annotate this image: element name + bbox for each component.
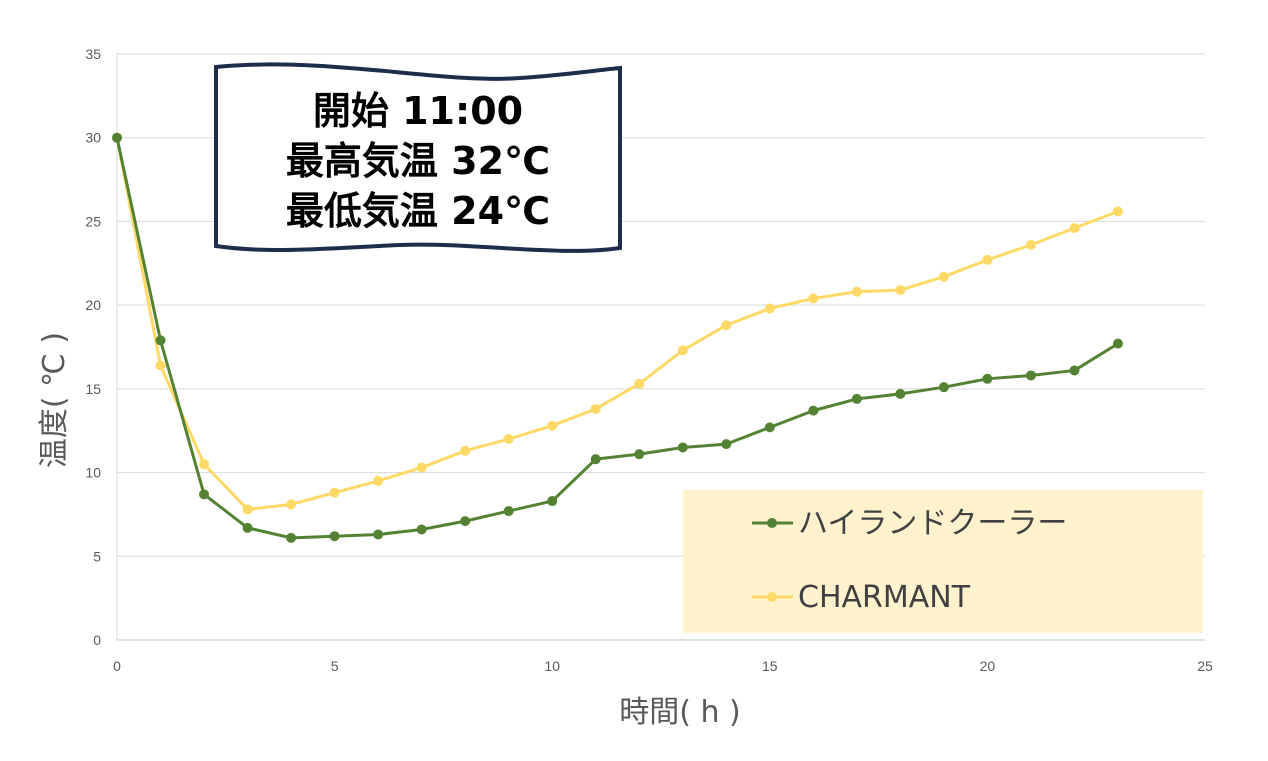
legend-label-charmant: CHARMANT <box>798 580 971 615</box>
data-point-charmant-23 <box>1112 206 1123 217</box>
info-line-start: 開始 11:00 <box>313 89 523 133</box>
data-point-highland-cooler-15 <box>764 422 775 433</box>
data-point-highland-cooler-17 <box>851 393 862 404</box>
x-tick-label-25: 25 <box>1197 658 1213 674</box>
series-highland-cooler <box>112 132 1123 543</box>
data-point-charmant-14 <box>721 320 732 331</box>
series-charmant <box>112 132 1123 515</box>
data-point-highland-cooler-21 <box>1025 370 1036 381</box>
y-tick-label-5: 5 <box>93 548 101 564</box>
data-point-charmant-12 <box>634 378 645 389</box>
data-point-highland-cooler-11 <box>590 454 601 465</box>
data-point-charmant-11 <box>590 403 601 414</box>
legend-swatch-marker-charmant <box>767 592 777 602</box>
data-point-charmant-17 <box>851 286 862 297</box>
info-box: 開始 11:00 最高気温 32℃ 最低気温 24℃ <box>214 62 622 253</box>
y-tick-label-20: 20 <box>85 297 101 313</box>
data-point-charmant-19 <box>938 271 949 282</box>
data-point-highland-cooler-5 <box>329 531 340 542</box>
data-point-highland-cooler-3 <box>242 522 253 533</box>
data-point-highland-cooler-6 <box>373 529 384 540</box>
data-point-charmant-6 <box>373 475 384 486</box>
data-point-charmant-7 <box>416 462 427 473</box>
data-point-charmant-10 <box>547 420 558 431</box>
series-line-highland-cooler <box>115 137 1119 540</box>
data-point-charmant-21 <box>1025 239 1036 250</box>
x-axis-label: 時間( h ) <box>619 695 741 730</box>
x-tick-label-0: 0 <box>113 658 121 674</box>
x-tick-label-15: 15 <box>762 658 778 674</box>
data-point-charmant-3 <box>242 504 253 515</box>
series-line-charmant <box>115 137 1119 511</box>
x-tick-label-10: 10 <box>544 658 560 674</box>
y-tick-label-10: 10 <box>85 465 101 481</box>
data-point-highland-cooler-2 <box>199 489 210 500</box>
legend-item-charmant: CHARMANT <box>752 580 971 615</box>
y-tick-label-15: 15 <box>85 381 101 397</box>
data-point-charmant-13 <box>677 345 688 356</box>
legend-label-highland-cooler: ハイランドクーラー <box>798 506 1067 541</box>
data-point-highland-cooler-8 <box>460 516 471 527</box>
info-line-max-temp: 最高気温 32℃ <box>286 139 550 183</box>
axes <box>116 54 1205 641</box>
data-point-highland-cooler-7 <box>416 524 427 535</box>
tick-labels: 0 5 10 15 20 25 30 35 0 5 10 15 20 25 <box>85 46 1213 674</box>
info-line-min-temp: 最低気温 24℃ <box>286 189 550 233</box>
data-point-charmant-4 <box>286 499 297 510</box>
data-point-charmant-16 <box>808 293 819 304</box>
data-point-charmant-20 <box>982 254 993 265</box>
legend: ハイランドクーラー CHARMANT <box>683 490 1203 633</box>
data-point-charmant-15 <box>764 303 775 314</box>
legend-background <box>683 490 1203 633</box>
y-tick-label-35: 35 <box>85 46 101 62</box>
x-tick-label-20: 20 <box>980 658 996 674</box>
data-point-charmant-18 <box>895 285 906 296</box>
data-point-highland-cooler-10 <box>547 496 558 507</box>
data-point-highland-cooler-14 <box>721 439 732 450</box>
y-tick-label-25: 25 <box>85 213 101 229</box>
x-tick-label-5: 5 <box>331 658 339 674</box>
legend-item-highland-cooler: ハイランドクーラー <box>752 506 1067 541</box>
info-box-banner <box>214 62 622 253</box>
data-point-charmant-2 <box>199 459 210 470</box>
data-point-highland-cooler-20 <box>982 373 993 384</box>
y-tick-label-30: 30 <box>85 130 101 146</box>
data-point-highland-cooler-23 <box>1112 338 1123 349</box>
data-point-charmant-5 <box>329 487 340 498</box>
data-point-highland-cooler-22 <box>1069 365 1080 376</box>
data-point-charmant-1 <box>155 360 166 371</box>
data-point-highland-cooler-18 <box>895 388 906 399</box>
data-point-charmant-22 <box>1069 223 1080 234</box>
data-point-highland-cooler-1 <box>155 335 166 346</box>
data-point-highland-cooler-9 <box>503 506 514 517</box>
data-point-charmant-9 <box>503 434 514 445</box>
legend-swatch-marker-highland-cooler <box>767 518 777 528</box>
data-point-highland-cooler-12 <box>634 449 645 460</box>
data-point-charmant-8 <box>460 445 471 456</box>
y-tick-label-0: 0 <box>93 632 101 648</box>
data-point-highland-cooler-16 <box>808 405 819 416</box>
y-axis-label: 温度( ℃ ) <box>37 332 72 468</box>
data-point-highland-cooler-4 <box>286 532 297 543</box>
data-point-highland-cooler-19 <box>938 382 949 393</box>
data-point-highland-cooler-13 <box>677 442 688 453</box>
series-lines <box>112 132 1123 543</box>
data-point-highland-cooler-0 <box>112 132 122 143</box>
